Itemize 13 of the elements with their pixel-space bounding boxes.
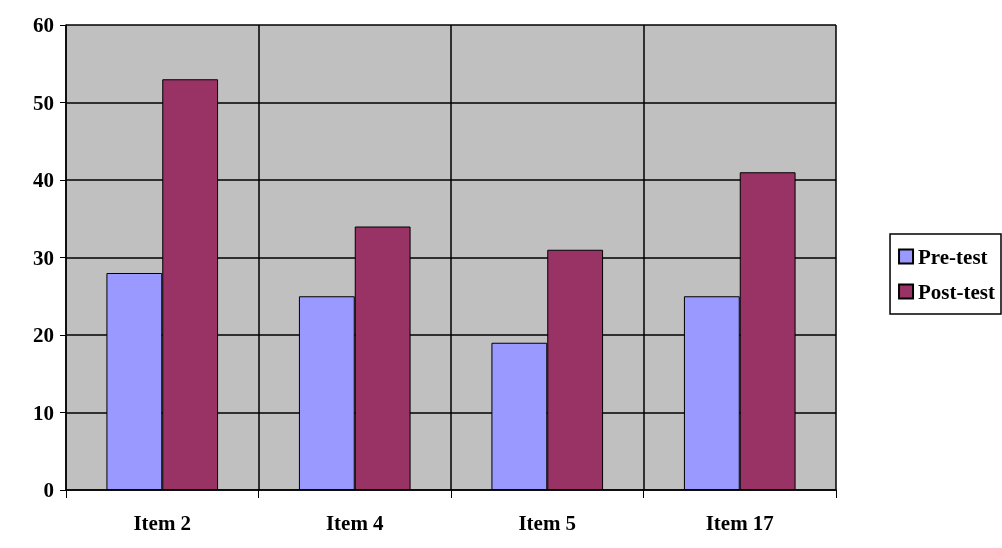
y-tick-label: 30: [33, 245, 54, 270]
x-tick-label: Item 2: [133, 510, 192, 535]
y-tick-label: 40: [33, 168, 54, 192]
y-tick-label: 10: [33, 400, 54, 425]
y-tick-label: 0: [43, 478, 54, 502]
y-tick-label: 60: [33, 13, 54, 37]
y-tick-label: 20: [33, 323, 54, 347]
legend-label: Post-test: [918, 279, 996, 304]
legend-label: Pre-test: [918, 244, 988, 269]
x-tick-label: Item 4: [325, 510, 385, 535]
x-tick-label: Item 5: [518, 510, 577, 535]
x-tick-label: Item 17: [705, 510, 774, 535]
y-tick-label: 50: [33, 90, 54, 115]
